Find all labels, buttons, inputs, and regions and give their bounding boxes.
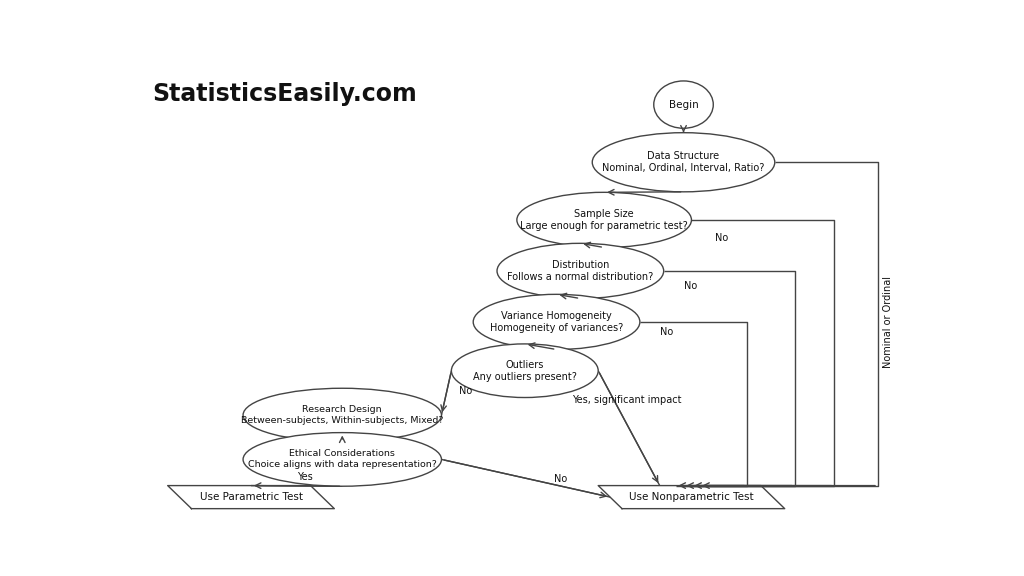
Ellipse shape	[497, 243, 664, 298]
Text: Outliers
Any outliers present?: Outliers Any outliers present?	[473, 359, 577, 382]
Polygon shape	[168, 486, 334, 509]
Text: No: No	[715, 233, 728, 242]
Text: Sample Size
Large enough for parametric test?: Sample Size Large enough for parametric …	[520, 209, 688, 231]
Ellipse shape	[243, 388, 441, 442]
Text: Nominal or Ordinal: Nominal or Ordinal	[884, 276, 893, 368]
Text: Variance Homogeneity
Homogeneity of variances?: Variance Homogeneity Homogeneity of vari…	[489, 310, 624, 333]
Text: Ethical Considerations
Choice aligns with data representation?: Ethical Considerations Choice aligns wit…	[248, 449, 436, 469]
Ellipse shape	[452, 344, 598, 397]
Text: Research Design
Between-subjects, Within-subjects, Mixed?: Research Design Between-subjects, Within…	[241, 405, 443, 425]
Text: Begin: Begin	[669, 100, 698, 109]
Text: No: No	[684, 282, 696, 291]
Text: No: No	[459, 386, 472, 396]
Text: Use Parametric Test: Use Parametric Test	[200, 492, 302, 502]
Text: No: No	[659, 327, 673, 337]
Text: Use Nonparametric Test: Use Nonparametric Test	[629, 492, 754, 502]
Ellipse shape	[653, 81, 714, 128]
Text: Yes, significant impact: Yes, significant impact	[572, 395, 682, 404]
Ellipse shape	[243, 433, 441, 486]
Text: Distribution
Follows a normal distribution?: Distribution Follows a normal distributi…	[507, 260, 653, 282]
Text: Yes: Yes	[297, 472, 313, 482]
Ellipse shape	[473, 294, 640, 350]
Text: StatisticsEasily.com: StatisticsEasily.com	[152, 82, 417, 107]
Ellipse shape	[592, 132, 775, 192]
Polygon shape	[598, 486, 784, 509]
Text: Data Structure
Nominal, Ordinal, Interval, Ratio?: Data Structure Nominal, Ordinal, Interva…	[602, 151, 765, 173]
Ellipse shape	[517, 192, 691, 248]
Text: No: No	[554, 475, 567, 484]
